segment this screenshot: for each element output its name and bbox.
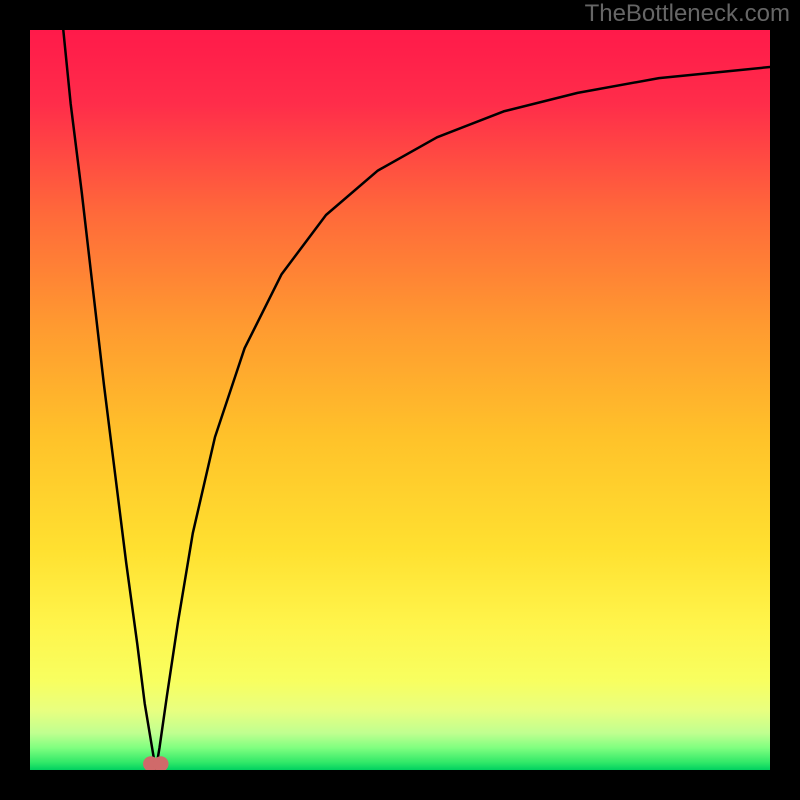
- minimum-marker: [143, 756, 168, 770]
- gradient-background: [30, 30, 770, 770]
- watermark-text: TheBottleneck.com: [585, 0, 790, 29]
- chart-container: TheBottleneck.com: [0, 0, 800, 800]
- gradient-rect: [30, 30, 770, 770]
- plot-area: [30, 30, 770, 770]
